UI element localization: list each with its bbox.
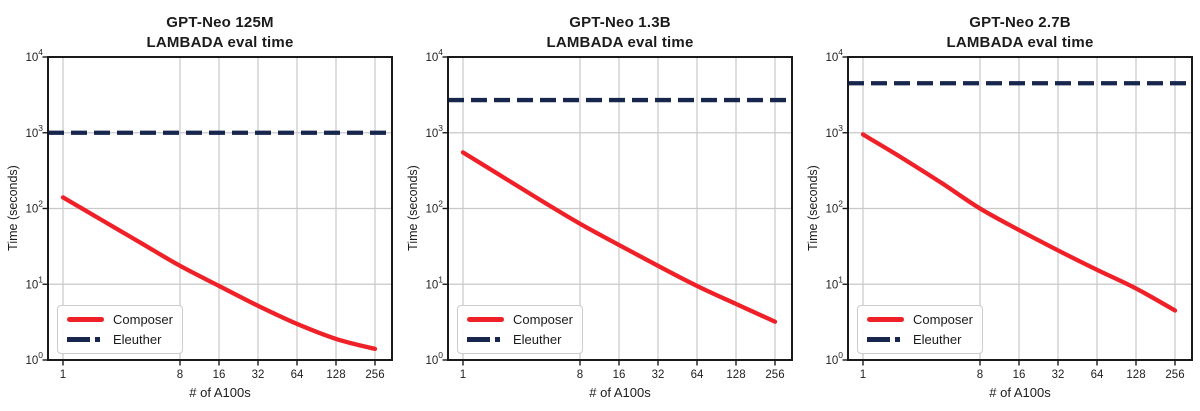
svg-text:102: 102 xyxy=(25,199,43,216)
legend-item-composer: Composer xyxy=(867,311,973,328)
y-tick-labels: 100 101 102 103 104 xyxy=(825,47,843,367)
svg-text:104: 104 xyxy=(425,47,443,64)
svg-text:102: 102 xyxy=(425,199,443,216)
legend-box: Composer Eleuther xyxy=(57,305,183,354)
svg-text:8: 8 xyxy=(577,369,583,381)
svg-text:64: 64 xyxy=(291,369,304,381)
x-axis-label: # of A100s xyxy=(589,385,651,400)
svg-text:1: 1 xyxy=(460,369,466,381)
x-tick-labels: 1 8 16 32 64 128 256 xyxy=(60,369,385,381)
legend-item-composer: Composer xyxy=(467,311,573,328)
chart-title: GPT-Neo 2.7B LAMBADA eval time xyxy=(848,13,1192,53)
svg-text:32: 32 xyxy=(1052,369,1065,381)
chart-title: GPT-Neo 1.3B LAMBADA eval time xyxy=(448,13,792,53)
chart-panel-gpt-neo-1-3b: 1 8 16 32 64 128 256 100 101 102 103 104 GPT-Neo 1.… xyxy=(400,0,800,411)
composer-line xyxy=(60,195,378,352)
composer-line-swatch xyxy=(467,317,504,322)
legend-box: Composer Eleuther xyxy=(857,305,983,354)
legend-item-eleuther: Eleuther xyxy=(867,331,973,348)
chart-title-line1: GPT-Neo 125M xyxy=(166,14,274,31)
svg-text:32: 32 xyxy=(652,369,665,381)
svg-text:256: 256 xyxy=(365,369,384,381)
chart-panel-gpt-neo-2-7b: 1 8 16 32 64 128 256 100 101 102 103 104 GPT-Neo 2.… xyxy=(800,0,1200,411)
legend-label-composer: Composer xyxy=(513,312,573,327)
y-tick-labels: 100 101 102 103 104 xyxy=(425,47,443,367)
svg-text:102: 102 xyxy=(825,199,843,216)
y-axis-label: Time (seconds) xyxy=(6,165,20,251)
chart-title-line1: GPT-Neo 2.7B xyxy=(969,14,1071,31)
axes-frame xyxy=(842,56,1193,366)
legend-label-eleuther: Eleuther xyxy=(913,332,962,347)
svg-text:104: 104 xyxy=(25,47,43,64)
legend-label-composer: Composer xyxy=(113,312,173,327)
eleuther-dashed-swatch xyxy=(467,337,504,342)
svg-text:16: 16 xyxy=(213,369,226,381)
plot-svg-gpt-neo-2-7b: 1 8 16 32 64 128 256 100 101 102 103 104 xyxy=(825,47,1193,381)
chart-title-line2: LAMBADA eval time xyxy=(146,34,294,51)
svg-text:100: 100 xyxy=(425,350,443,367)
y-tick-labels: 100 101 102 103 104 xyxy=(25,47,43,367)
svg-text:256: 256 xyxy=(1165,369,1184,381)
svg-text:104: 104 xyxy=(825,47,843,64)
svg-text:101: 101 xyxy=(825,274,843,291)
svg-text:256: 256 xyxy=(765,369,784,381)
chart-title: GPT-Neo 125M LAMBADA eval time xyxy=(48,13,392,53)
svg-text:8: 8 xyxy=(177,369,183,381)
svg-text:100: 100 xyxy=(25,350,43,367)
svg-text:103: 103 xyxy=(825,123,843,140)
svg-text:101: 101 xyxy=(425,274,443,291)
svg-text:103: 103 xyxy=(425,123,443,140)
chart-title-line2: LAMBADA eval time xyxy=(546,34,694,51)
svg-text:128: 128 xyxy=(726,369,745,381)
chart-title-line1: GPT-Neo 1.3B xyxy=(569,14,671,31)
plot-svg-gpt-neo-1-3b: 1 8 16 32 64 128 256 100 101 102 103 104 xyxy=(425,47,793,381)
svg-text:103: 103 xyxy=(25,123,43,140)
axes-frame xyxy=(42,56,393,366)
svg-text:32: 32 xyxy=(252,369,265,381)
legend-label-eleuther: Eleuther xyxy=(513,332,562,347)
svg-text:64: 64 xyxy=(1091,369,1104,381)
composer-line-swatch xyxy=(867,317,904,322)
svg-text:8: 8 xyxy=(977,369,983,381)
legend-label-composer: Composer xyxy=(913,312,973,327)
y-axis-label: Time (seconds) xyxy=(806,165,820,251)
legend-item-eleuther: Eleuther xyxy=(467,331,573,348)
svg-text:100: 100 xyxy=(825,350,843,367)
x-tick-labels: 1 8 16 32 64 128 256 xyxy=(860,369,1185,381)
x-axis-label: # of A100s xyxy=(189,385,251,400)
svg-text:16: 16 xyxy=(613,369,626,381)
axes-frame xyxy=(442,56,793,366)
chart-title-line2: LAMBADA eval time xyxy=(946,34,1094,51)
svg-text:1: 1 xyxy=(60,369,66,381)
legend-item-composer: Composer xyxy=(67,311,173,328)
plot-svg-gpt-neo-125m: 1 8 16 32 64 128 256 100 101 102 103 104 xyxy=(25,47,393,381)
y-axis-label: Time (seconds) xyxy=(406,165,420,251)
x-tick-labels: 1 8 16 32 64 128 256 xyxy=(460,369,785,381)
eleuther-dashed-swatch xyxy=(867,337,904,342)
svg-text:101: 101 xyxy=(25,274,43,291)
composer-line-swatch xyxy=(67,317,104,322)
svg-text:1: 1 xyxy=(860,369,866,381)
legend-box: Composer Eleuther xyxy=(457,305,583,354)
eleuther-dashed-swatch xyxy=(67,337,104,342)
x-axis-label: # of A100s xyxy=(989,385,1051,400)
svg-text:128: 128 xyxy=(326,369,345,381)
svg-text:64: 64 xyxy=(691,369,704,381)
legend-item-eleuther: Eleuther xyxy=(67,331,173,348)
composer-line xyxy=(460,150,778,324)
composer-line xyxy=(860,132,1178,313)
legend-label-eleuther: Eleuther xyxy=(113,332,162,347)
chart-panel-gpt-neo-125m: 1 8 16 32 64 128 256 100 101 102 103 104 GPT-Neo 12… xyxy=(0,0,400,411)
svg-text:128: 128 xyxy=(1126,369,1145,381)
svg-text:16: 16 xyxy=(1013,369,1026,381)
